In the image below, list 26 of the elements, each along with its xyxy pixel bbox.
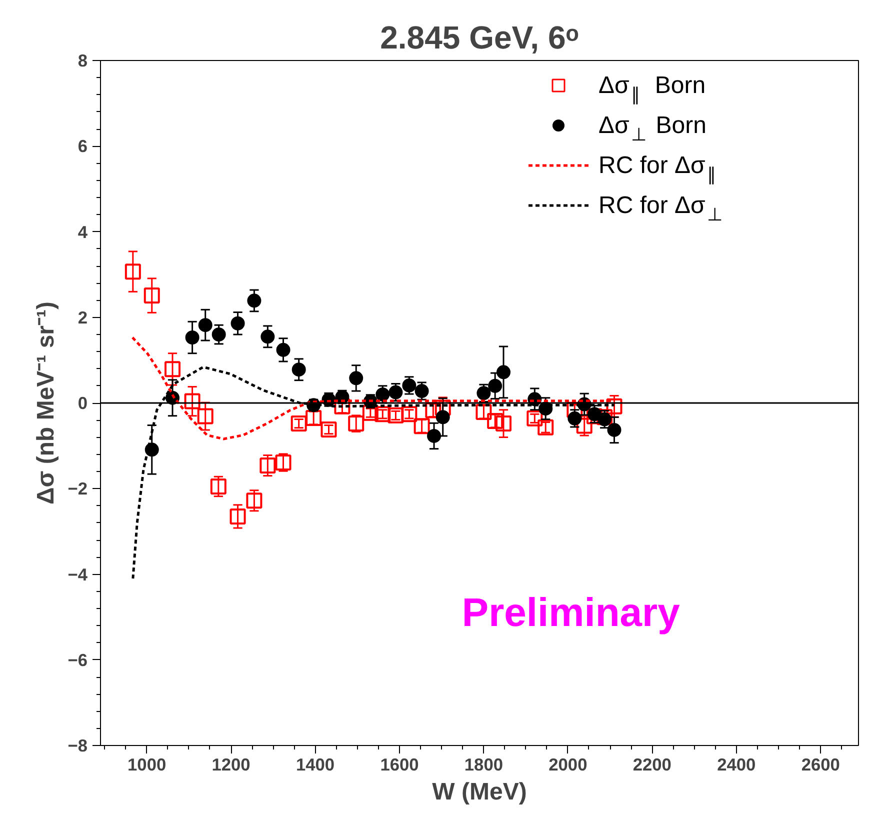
legend-label: Δσ∥ Born [598,72,706,104]
y-tick-label: 4 [78,222,88,242]
annotation: Preliminary [462,590,681,635]
y-tick-label: −6 [68,650,88,670]
y-tick-label: 0 [78,393,88,413]
y-tick-label: −4 [68,564,88,584]
x-tick-label: 1400 [296,754,335,774]
x-axis-title: W (MeV) [432,778,527,806]
y-tick-label: 8 [78,50,88,70]
x-tick-label: 2400 [717,754,756,774]
x-tick-label: 1200 [212,754,250,774]
chart-title: 2.845 GeV, 6ᵒ [380,20,579,56]
y-tick-label: −2 [68,478,88,499]
x-tick-label: 2600 [801,754,840,774]
x-tick-label: 2200 [632,754,672,774]
x-tick-label: 2000 [548,754,588,774]
legend-label: Δσ⊥ Born [598,112,706,144]
x-tick-label: 1600 [380,754,419,774]
y-tick-label: 6 [78,136,88,156]
x-tick-label: 1800 [464,754,503,774]
x-tick-label: 1000 [128,754,166,774]
legend-label: RC for Δσ∥ [598,152,716,184]
legend-label: RC for Δσ⊥ [598,192,723,224]
y-tick-label: 2 [78,307,88,328]
y-axis-title: Δσ (nb MeV⁻¹ sr⁻¹) [32,302,60,504]
y-tick-label: −8 [68,736,88,756]
